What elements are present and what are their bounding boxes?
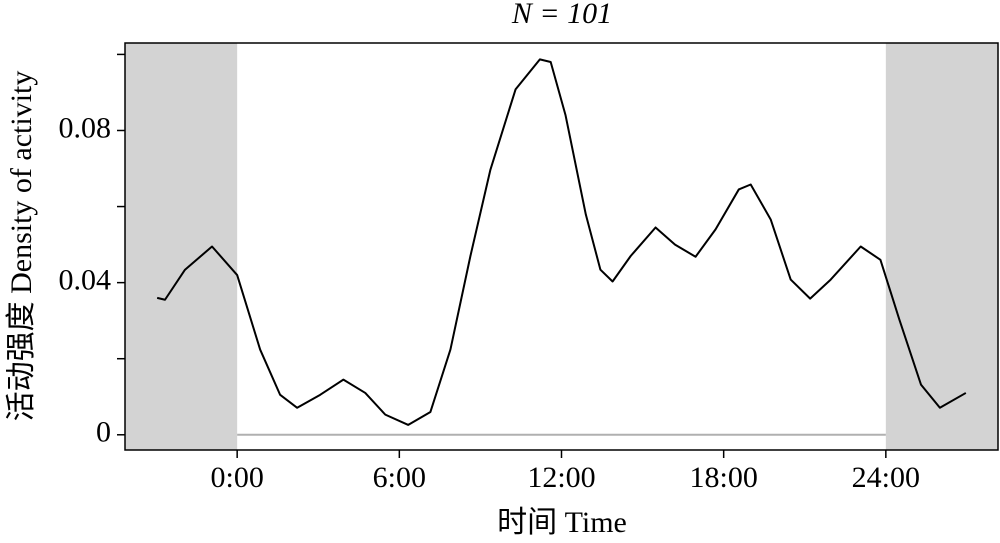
y-axis-label: 活动强度 Density of activity xyxy=(5,71,38,422)
y-tick-label: 0.08 xyxy=(59,111,112,144)
chart-title: N = 101 xyxy=(511,0,612,30)
x-tick-label: 12:00 xyxy=(527,461,595,494)
x-tick-label: 0:00 xyxy=(210,461,263,494)
x-axis-label: 时间 Time xyxy=(497,506,627,539)
y-tick-label: 0.04 xyxy=(59,264,112,297)
shaded-region xyxy=(885,43,998,450)
shaded-region xyxy=(125,43,238,450)
x-tick-label: 18:00 xyxy=(689,461,757,494)
density-line xyxy=(156,58,967,426)
x-tick-label: 6:00 xyxy=(373,461,426,494)
y-tick-label: 0 xyxy=(96,416,111,449)
x-tick-label: 24:00 xyxy=(852,461,920,494)
